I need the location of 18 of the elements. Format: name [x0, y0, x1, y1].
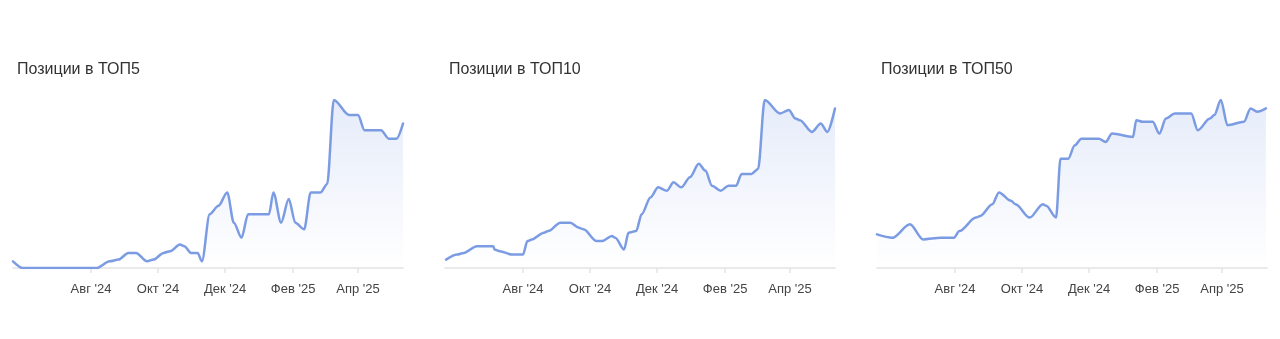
chart-title: Позиции в ТОП5	[17, 59, 140, 77]
x-tick-label: Дек '24	[203, 281, 247, 296]
x-tick-label: Апр '25	[336, 281, 380, 296]
x-tick-label: Фев '25	[702, 281, 748, 296]
x-tick-label: Дек '24	[635, 281, 679, 296]
x-tick-label: Фев '25	[270, 281, 316, 296]
x-tick-label: Окт '24	[568, 281, 612, 296]
x-tick-label: Апр '25	[1200, 281, 1244, 296]
x-tick-label: Дек '24	[1067, 281, 1111, 296]
x-tick-label: Авг '24	[934, 281, 976, 296]
x-tick-label: Авг '24	[502, 281, 544, 296]
chart-title: Позиции в ТОП50	[881, 59, 1013, 77]
x-tick-label: Окт '24	[136, 281, 180, 296]
x-tick-label: Авг '24	[70, 281, 112, 296]
x-tick-label: Фев '25	[1134, 281, 1180, 296]
x-tick-label: Окт '24	[1000, 281, 1044, 296]
x-tick-label: Апр '25	[768, 281, 812, 296]
chart-title: Позиции в ТОП10	[449, 59, 581, 77]
